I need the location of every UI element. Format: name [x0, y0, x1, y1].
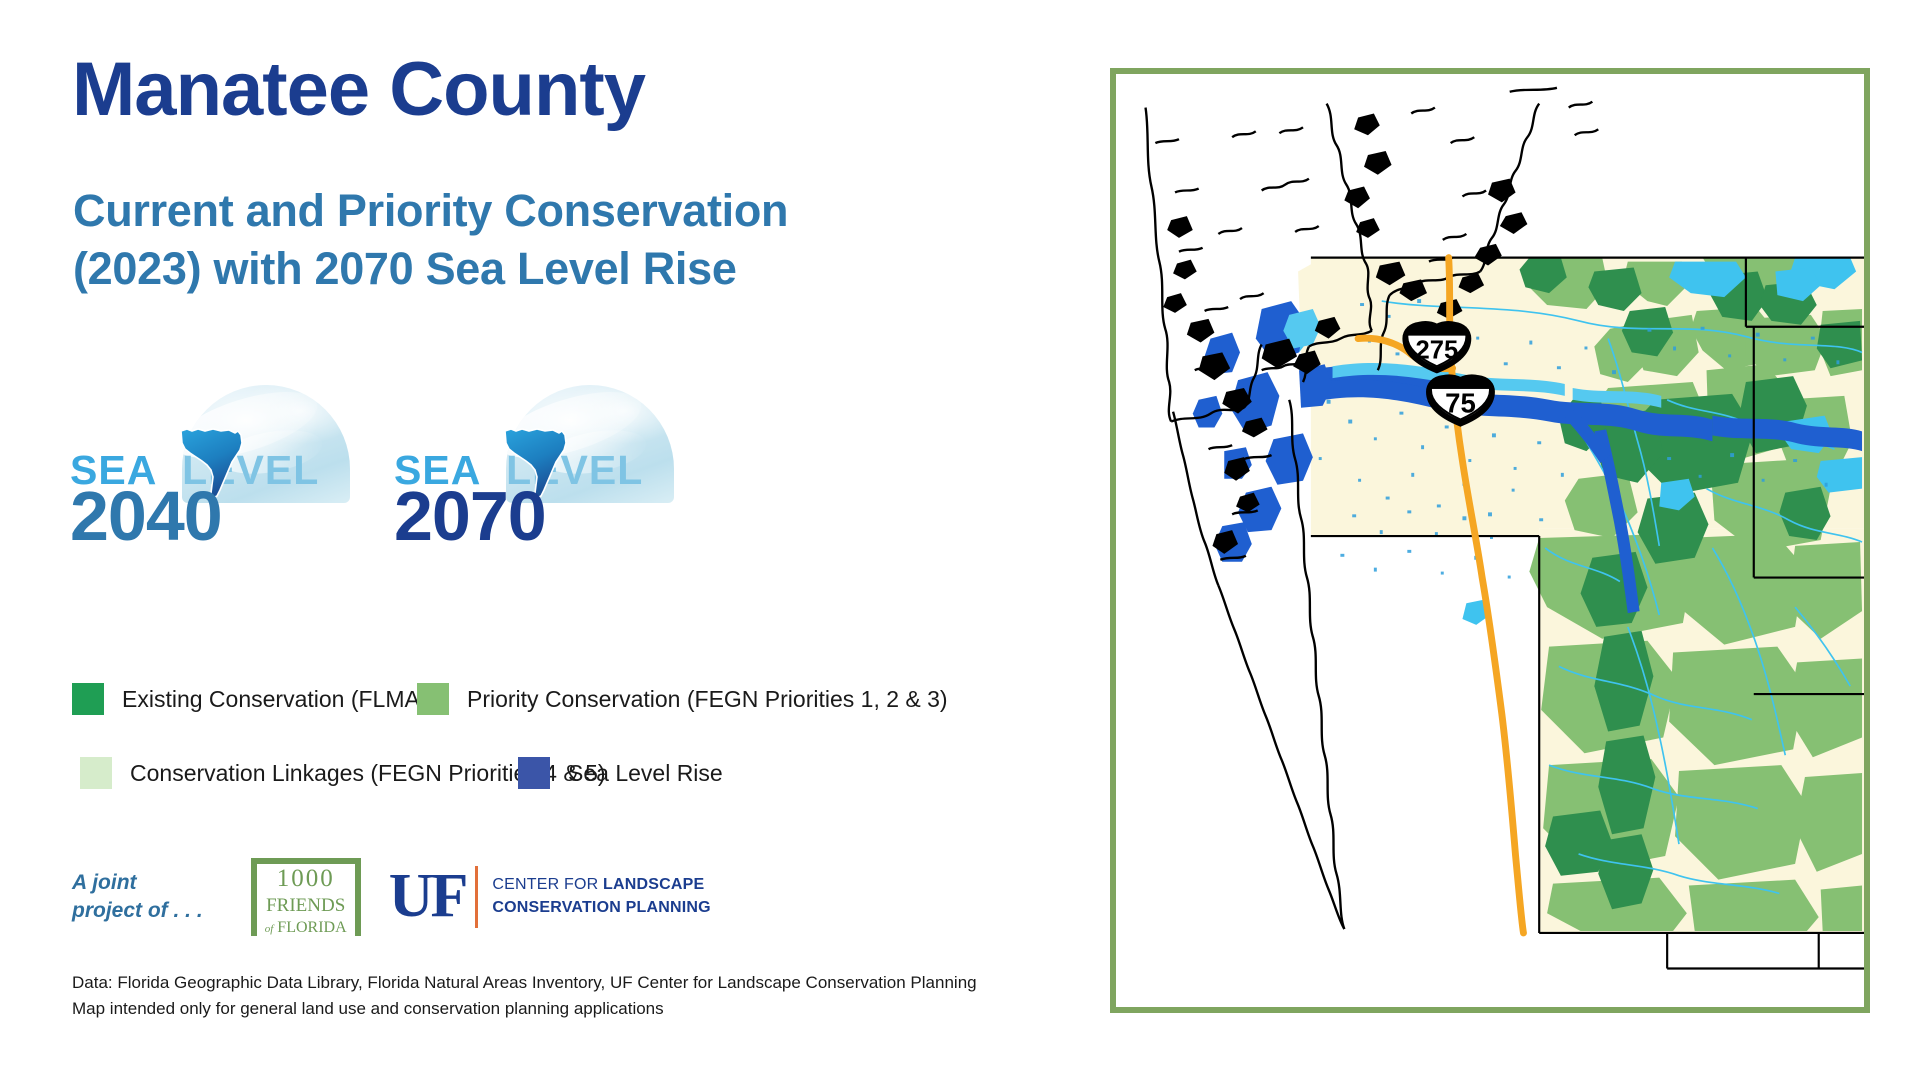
legend-swatch-priority-conservation [417, 683, 449, 715]
uf-logo: UF CENTER FOR LANDSCAPE CONSERVATION PLA… [388, 862, 711, 931]
svg-text:275: 275 [1416, 336, 1459, 364]
sea-level-year-2070: 2070 [394, 477, 547, 555]
kfof-of-word: of [264, 923, 274, 935]
legend-row-2: Conservation Linkages (FEGN Priorities 4… [72, 757, 972, 789]
sea-level-year-2040: 2040 [70, 477, 223, 555]
island-fill-layer [1163, 113, 1528, 554]
county-boundary-layer [1310, 256, 1864, 970]
page-subtitle: Current and Priority Conservation (2023)… [73, 185, 789, 294]
joint-project-label: A joint project of . . . [72, 869, 203, 926]
joint-project-line-1: A joint [72, 870, 137, 894]
legend-label-priority-conservation: Priority Conservation (FEGN Priorities 1… [467, 685, 948, 712]
kfof-florida-word: FLORIDA [277, 919, 347, 936]
legend-item-existing-conservation: Existing Conservation (FLMA) [72, 683, 428, 715]
legend-label-sea-level-rise: Sea Level Rise [568, 759, 723, 786]
thousand-friends-of-florida-logo: 1000 FRIENDS of FLORIDA [250, 858, 361, 939]
kfof-line-friends: FRIENDS [256, 894, 355, 918]
legend-swatch-conservation-linkages [80, 757, 112, 789]
footnote-line-1: Data: Florida Geographic Data Library, F… [72, 973, 977, 992]
manatee-county-map[interactable]: 275 75 [1110, 68, 1870, 1013]
legend-item-priority-conservation: Priority Conservation (FEGN Priorities 1… [417, 683, 948, 715]
legend-item-sea-level-rise: Sea Level Rise [518, 757, 723, 789]
uf-landscape-word: LANDSCAPE [603, 876, 705, 894]
kfof-line-1000: 1000 [256, 864, 355, 894]
legend-item-conservation-linkages: Conservation Linkages (FEGN Priorities 4… [80, 757, 606, 789]
legend-row-1: Existing Conservation (FLMA) Priority Co… [72, 683, 972, 715]
sea-level-word-sea: SEA [70, 447, 158, 493]
coastline-layer [1144, 86, 1599, 930]
svg-text:75: 75 [1445, 388, 1476, 419]
uf-divider [475, 866, 479, 928]
uf-center-line-1: CENTER FOR LANDSCAPE [492, 874, 710, 897]
sea-level-word-sea: SEA [394, 447, 482, 493]
florida-state-icon [504, 428, 567, 499]
legend-label-existing-conservation: Existing Conservation (FLMA) [122, 685, 428, 712]
partner-logos: A joint project of . . . 1000 FRIENDS of… [72, 858, 711, 939]
sea-level-wordmark: SEA LEVEL [394, 447, 674, 493]
uf-center-line-2: CONSERVATION PLANNING [492, 899, 711, 916]
sea-level-2040-logo: SEA LEVEL 2040 [70, 385, 350, 551]
florida-state-icon [180, 428, 243, 499]
left-panel: Manatee County Current and Priority Cons… [0, 0, 1090, 1080]
legend-swatch-sea-level-rise [518, 757, 550, 789]
uf-center-name: CENTER FOR LANDSCAPE CONSERVATION PLANNI… [492, 874, 710, 919]
legend-swatch-existing-conservation [72, 683, 104, 715]
uf-center-for: CENTER FOR [492, 876, 603, 894]
kfof-line-of-florida: of FLORIDA [256, 918, 355, 939]
joint-project-line-2: project of . . . [72, 899, 203, 922]
footnote-line-2: Map intended only for general land use a… [72, 999, 664, 1019]
uf-monogram: UF [388, 862, 469, 931]
interstate-shield-75[interactable]: 75 [1426, 374, 1495, 427]
map-legend: Existing Conservation (FLMA) Priority Co… [72, 683, 972, 831]
data-source-footnote: Data: Florida Geographic Data Library, F… [72, 970, 977, 1023]
sea-level-2070-logo: SEA LEVEL 2070 [394, 385, 674, 551]
interstate-shield-275[interactable]: 275 [1402, 321, 1472, 374]
sea-level-rise-speckle-layer [1318, 299, 1840, 579]
sea-level-logo-group: SEA LEVEL 2040 SE [70, 385, 674, 551]
map-canvas[interactable]: 275 75 [1116, 74, 1864, 1007]
page-title: Manatee County [72, 47, 646, 132]
